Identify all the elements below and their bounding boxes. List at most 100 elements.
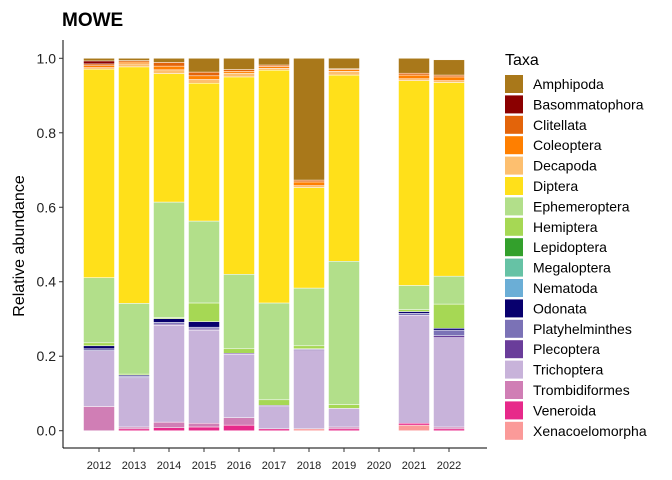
bar-segment-2022-trombidiformes xyxy=(433,426,465,430)
bar-segment-2014-trombidiformes xyxy=(153,421,185,428)
bar-segment-2021-xenacoelomorpha xyxy=(398,424,430,431)
bar-segment-2016-coleoptera xyxy=(223,71,255,74)
legend-item-diptera: Diptera xyxy=(505,177,578,195)
bar-segment-2016-veneroida xyxy=(223,424,255,431)
bar-segment-2019-trombidiformes xyxy=(328,426,360,430)
chart-title: MOWE xyxy=(62,10,123,31)
bar-segment-2018-amphipoda xyxy=(293,58,325,181)
legend-swatch xyxy=(505,319,523,338)
bar-segment-2013-coleoptera xyxy=(118,61,150,65)
bar-segment-2022-platyhelminthes xyxy=(433,329,465,336)
legend-swatch xyxy=(505,197,523,216)
y-tick-label: 0.6 xyxy=(37,199,57,215)
bar-segment-2014-coleoptera xyxy=(153,65,185,71)
legend-label: Trichoptera xyxy=(533,362,604,378)
x-tick-label: 2019 xyxy=(332,460,356,472)
legend-item-odonata: Odonata xyxy=(505,299,587,318)
bar-segment-2015-amphipoda xyxy=(188,58,220,73)
bar-stack-2013 xyxy=(118,58,150,431)
legend-item-amphipoda: Amphipoda xyxy=(505,75,604,93)
legend-label: Clitellata xyxy=(533,117,587,133)
legend: Taxa Amphipoda Basommatophora Clitellata Col… xyxy=(505,52,647,440)
bar-segment-2013-diptera xyxy=(118,66,150,304)
legend-label: Nematoda xyxy=(533,280,598,296)
legend-item-lepidoptera: Lepidoptera xyxy=(505,238,607,257)
y-tick-label: 0.2 xyxy=(37,348,57,364)
bar-segment-2019-amphipoda xyxy=(328,58,360,69)
x-tick-label: 2017 xyxy=(262,460,286,472)
legend-item-coleoptera: Coleoptera xyxy=(505,136,602,155)
bar-segment-2022-trichoptera xyxy=(433,337,465,428)
bar-stack-2022 xyxy=(433,59,465,431)
legend-item-trombidiformes: Trombidiformes xyxy=(505,381,630,399)
bar-segment-2015-ephemeroptera xyxy=(188,220,220,304)
legend-item-ephemeroptera: Ephemeroptera xyxy=(505,197,630,216)
bar-segment-2012-coleoptera xyxy=(83,65,115,68)
bar-segment-2021-hemiptera xyxy=(398,309,430,312)
bar-segment-2014-veneroida xyxy=(153,427,185,431)
bar-segment-2022-hemiptera xyxy=(433,303,465,329)
legend-swatch xyxy=(505,238,523,257)
legend-swatch xyxy=(505,421,523,440)
bar-stack-2016 xyxy=(223,58,255,431)
bar-segment-2021-amphipoda xyxy=(398,58,430,74)
y-tick-label: 0.0 xyxy=(37,423,57,439)
bar-segment-2012-ephemeroptera xyxy=(83,277,115,344)
legend-swatch xyxy=(505,258,523,277)
bar-segment-2022-odonata xyxy=(433,328,465,331)
legend-swatch xyxy=(505,360,523,379)
bar-segment-2014-ephemeroptera xyxy=(153,201,185,318)
legend-item-decapoda: Decapoda xyxy=(505,156,597,175)
legend-swatch xyxy=(505,95,523,114)
bar-segment-2018-decapoda xyxy=(293,185,325,188)
bar-segment-2014-amphipoda xyxy=(153,58,185,63)
bar-segment-2015-odonata xyxy=(188,321,220,328)
bar-segment-2021-decapoda xyxy=(398,78,430,81)
legend-label: Coleoptera xyxy=(533,137,602,153)
bar-segment-2022-diptera xyxy=(433,82,465,277)
legend-label: Amphipoda xyxy=(533,76,604,92)
bar-segment-2014-diptera xyxy=(153,73,185,203)
legend-label: Hemiptera xyxy=(533,219,598,235)
bar-segment-2021-clitellata xyxy=(398,72,430,76)
bar-segment-2015-clitellata xyxy=(188,71,220,77)
legend-swatch xyxy=(505,115,523,134)
bar-segment-2015-veneroida xyxy=(188,426,220,431)
bar-segment-2016-trichoptera xyxy=(223,354,255,418)
bar-stack-2019 xyxy=(328,58,360,431)
bar-segment-2019-coleoptera xyxy=(328,69,360,72)
bar-segment-2017-decapoda xyxy=(258,68,290,71)
axes-group: 0.0 0.2 0.4 0.6 0.8 1.0 2012 2013 2014 2015 2016 20… xyxy=(37,40,487,472)
bar-segment-2022-decapoda xyxy=(433,80,465,83)
bar-segment-2021-ephemeroptera xyxy=(398,285,430,310)
legend-item-nematoda: Nematoda xyxy=(505,279,598,297)
x-tick-label: 2022 xyxy=(437,460,461,472)
x-tick-label: 2015 xyxy=(192,460,216,472)
legend-swatch xyxy=(505,217,523,236)
legend-item-hemiptera: Hemiptera xyxy=(505,217,598,236)
bar-segment-2017-amphipoda xyxy=(258,58,290,66)
bar-segment-2012-trichoptera xyxy=(83,350,115,407)
bar-segment-2015-diptera xyxy=(188,83,220,222)
bar-segment-2012-basommatophora xyxy=(83,60,115,65)
bar-segment-2016-trombidiformes xyxy=(223,417,255,426)
legend-item-plecoptera: Plecoptera xyxy=(505,340,600,359)
bar-segment-2013-ephemeroptera xyxy=(118,303,150,375)
legend-swatch xyxy=(505,299,523,318)
bar-segment-2012-hemiptera xyxy=(83,342,115,347)
bar-segment-2017-coleoptera xyxy=(258,66,290,69)
bar-segment-2021-platyhelminthes xyxy=(398,313,430,316)
legend-item-clitellata: Clitellata xyxy=(505,115,587,134)
bar-segment-2013-veneroida xyxy=(118,428,150,431)
bar-segment-2013-trichoptera xyxy=(118,378,150,428)
legend-label: Platyhelminthes xyxy=(533,321,632,337)
bar-segment-2019-veneroida xyxy=(328,428,360,431)
bar-segment-2022-ephemeroptera xyxy=(433,275,465,305)
legend-item-veneroida: Veneroida xyxy=(505,401,596,420)
bar-segment-2014-decapoda xyxy=(153,69,185,74)
bar-segment-2013-decapoda xyxy=(118,63,150,68)
bar-segment-2012-platyhelminthes xyxy=(83,348,115,351)
legend-title: Taxa xyxy=(505,52,539,69)
bar-stack-2015 xyxy=(188,58,220,431)
legend-swatch xyxy=(505,340,523,359)
